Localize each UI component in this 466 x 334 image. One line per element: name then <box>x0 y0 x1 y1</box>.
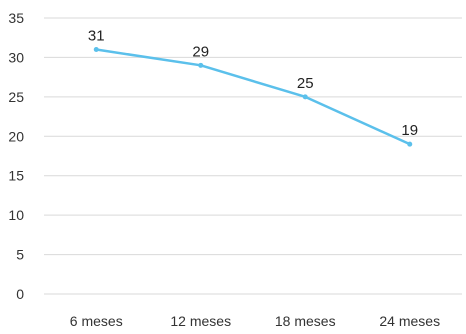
data-point-1 <box>198 62 204 68</box>
data-label-0: 31 <box>88 28 105 45</box>
data-label-2: 25 <box>297 75 314 92</box>
y-tick-label-25: 25 <box>8 89 24 105</box>
data-point-3 <box>407 141 413 147</box>
y-tick-label-15: 15 <box>8 168 24 184</box>
y-tick-label-30: 30 <box>8 49 24 65</box>
data-point-0 <box>93 47 99 53</box>
y-tick-label-5: 5 <box>16 247 24 263</box>
x-axis: 6 meses 12 meses 18 meses 24 meses <box>70 313 440 329</box>
series-group <box>93 47 413 147</box>
grid-lines <box>44 17 462 295</box>
y-tick-label-10: 10 <box>8 207 24 223</box>
y-tick-label-0: 0 <box>16 286 24 302</box>
data-point-2 <box>302 94 308 100</box>
x-tick-label-2: 18 meses <box>275 313 336 329</box>
y-tick-label-20: 20 <box>8 128 24 144</box>
data-label-3: 19 <box>401 122 418 139</box>
series-line-0 <box>95 48 411 146</box>
x-tick-label-1: 12 meses <box>170 313 231 329</box>
y-axis: 0 5 10 15 20 25 30 35 <box>8 10 24 302</box>
x-tick-label-3: 24 meses <box>379 313 440 329</box>
y-tick-label-35: 35 <box>8 10 24 26</box>
x-tick-label-0: 6 meses <box>70 313 123 329</box>
data-label-1: 29 <box>192 43 209 60</box>
data-labels: 31 29 25 19 <box>88 28 418 140</box>
